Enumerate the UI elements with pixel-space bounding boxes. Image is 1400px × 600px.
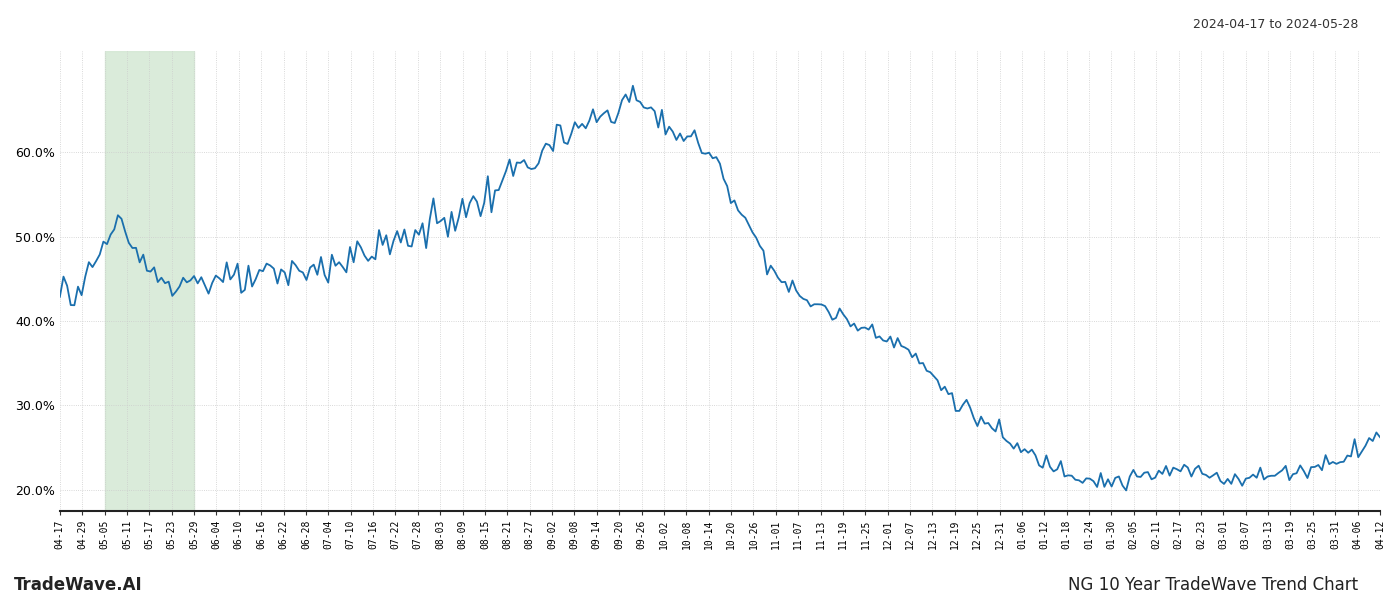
Text: TradeWave.AI: TradeWave.AI (14, 576, 143, 594)
Text: 2024-04-17 to 2024-05-28: 2024-04-17 to 2024-05-28 (1193, 18, 1358, 31)
Bar (105, 51, 195, 511)
Text: NG 10 Year TradeWave Trend Chart: NG 10 Year TradeWave Trend Chart (1068, 576, 1358, 594)
